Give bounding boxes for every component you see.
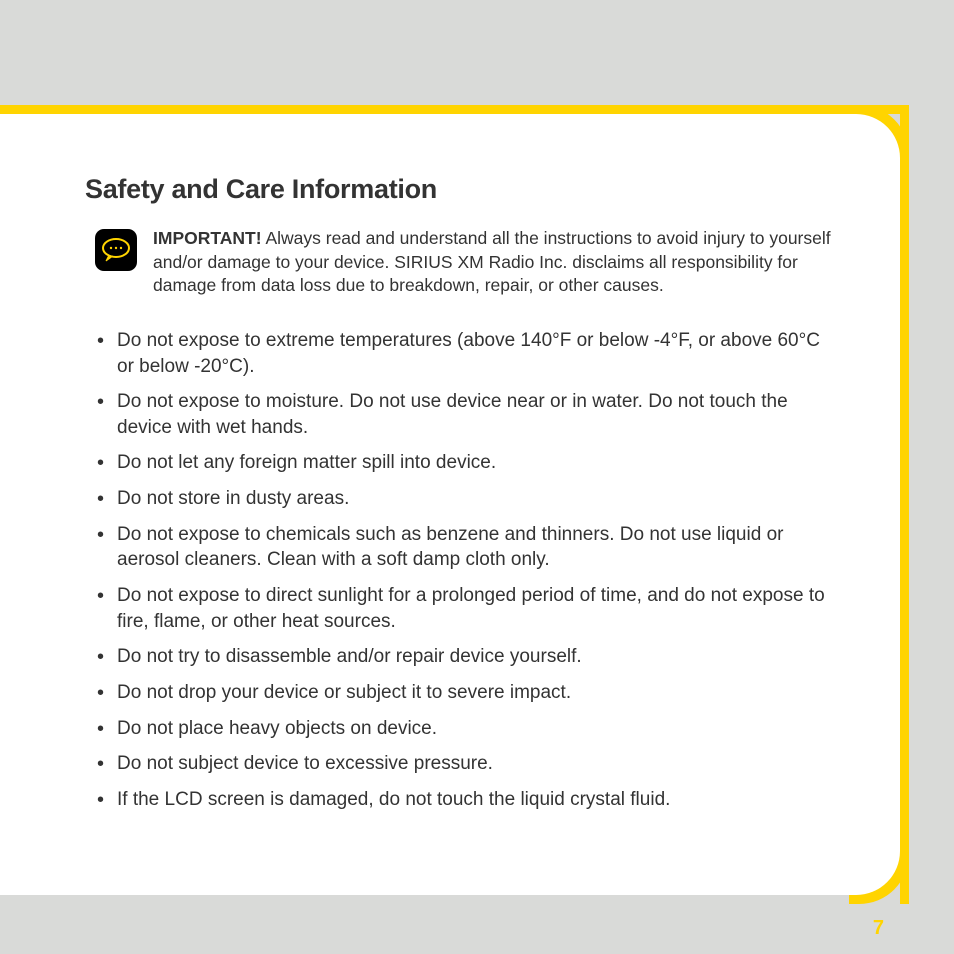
- list-item: Do not expose to direct sunlight for a p…: [95, 583, 840, 634]
- safety-bullet-list: Do not expose to extreme temperatures (a…: [85, 328, 840, 813]
- list-item: Do not expose to extreme temperatures (a…: [95, 328, 840, 379]
- important-text: IMPORTANT! Always read and understand al…: [153, 227, 840, 298]
- list-item: Do not store in dusty areas.: [95, 486, 840, 512]
- list-item: Do not drop your device or subject it to…: [95, 680, 840, 706]
- important-label: IMPORTANT!: [153, 228, 262, 248]
- list-item: If the LCD screen is damaged, do not tou…: [95, 787, 840, 813]
- list-item: Do not try to disassemble and/or repair …: [95, 644, 840, 670]
- content-card: Safety and Care Information IMPORTANT! A…: [0, 114, 900, 895]
- page-heading: Safety and Care Information: [85, 174, 840, 205]
- list-item: Do not place heavy objects on device.: [95, 716, 840, 742]
- list-item: Do not expose to moisture. Do not use de…: [95, 389, 840, 440]
- yellow-right-border: [900, 105, 909, 904]
- page-number: 7: [873, 917, 884, 940]
- list-item: Do not let any foreign matter spill into…: [95, 450, 840, 476]
- list-item: Do not subject device to excessive press…: [95, 751, 840, 777]
- important-callout: IMPORTANT! Always read and understand al…: [95, 227, 840, 298]
- list-item: Do not expose to chemicals such as benze…: [95, 522, 840, 573]
- speech-bubble-icon: [95, 229, 137, 271]
- yellow-top-border: [0, 105, 909, 114]
